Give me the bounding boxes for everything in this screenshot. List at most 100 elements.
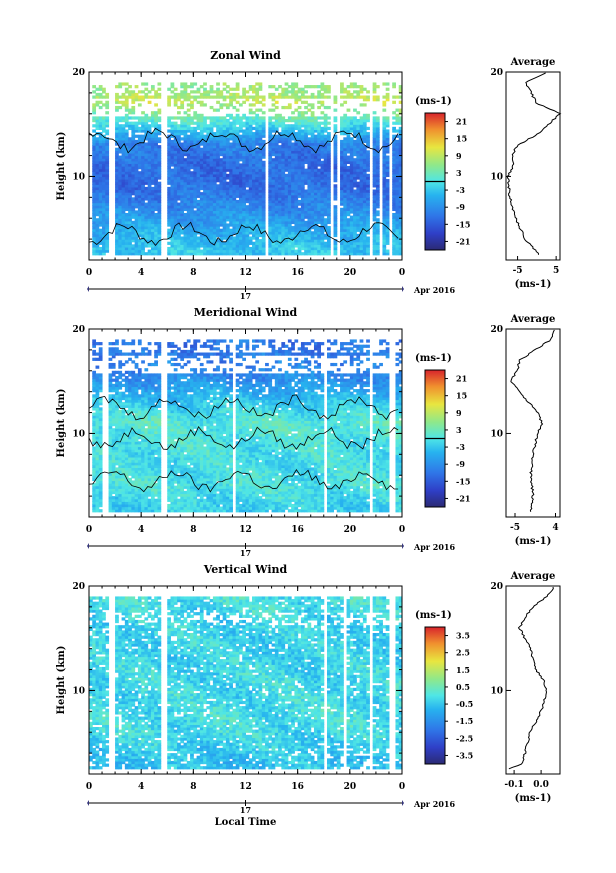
heatmap-cell — [183, 158, 188, 162]
heatmap-cell — [392, 126, 396, 131]
heatmap-cell — [180, 194, 185, 198]
heatmap-cell — [186, 121, 191, 125]
heatmap-cell — [115, 244, 119, 248]
heatmap-cell — [131, 98, 136, 102]
heatmap-cell — [157, 87, 162, 91]
heatmap-cell — [300, 111, 305, 115]
heatmap-cell — [183, 197, 188, 201]
heatmap-cell — [131, 239, 136, 243]
heatmap-cell — [102, 231, 106, 235]
heatmap-cell — [150, 228, 155, 232]
heatmap-cell — [95, 95, 100, 99]
heatmap-cell — [118, 241, 123, 245]
heatmap-cell — [115, 231, 119, 235]
heatmap-cell — [92, 446, 97, 450]
heatmap-cell — [98, 142, 103, 146]
heatmap-cell — [92, 152, 97, 157]
heatmap-cell — [105, 218, 110, 222]
heatmap-cell — [186, 155, 191, 159]
heatmap-cell — [98, 233, 103, 238]
heatmap-cell — [124, 134, 129, 138]
heatmap-cell — [121, 139, 126, 144]
heatmap-cell — [147, 119, 152, 123]
heatmap-cell — [115, 205, 119, 209]
heatmap-cell — [157, 218, 162, 222]
heatmap-cell — [124, 189, 129, 193]
heatmap-cell — [229, 142, 233, 146]
heatmap-cell — [121, 199, 126, 204]
heatmap-cell — [186, 189, 191, 193]
heatmap-cell — [95, 213, 100, 217]
heatmap-cell — [392, 213, 396, 217]
heatmap-cell — [147, 249, 152, 253]
heatmap-cell — [193, 145, 198, 149]
heatmap-cell — [154, 150, 158, 154]
heatmap-cell — [170, 95, 175, 99]
heatmap-cell — [173, 142, 178, 146]
heatmap-cell — [353, 158, 357, 162]
heatmap-cell — [141, 179, 145, 183]
heatmap-cell — [134, 223, 139, 227]
heatmap-cell — [115, 105, 119, 110]
heatmap-cell — [137, 139, 142, 144]
heatmap-cell — [134, 246, 139, 251]
heatmap-cell — [92, 226, 97, 230]
heatmap-cell — [134, 179, 139, 183]
heatmap-cell — [150, 218, 155, 222]
heatmap-cell — [206, 181, 211, 185]
heatmap-cell — [124, 236, 129, 240]
heatmap-cell — [128, 163, 132, 167]
heatmap-cell — [173, 176, 178, 180]
heatmap-cell — [193, 184, 198, 188]
heatmap-cell — [375, 85, 380, 89]
heatmap-cell — [186, 249, 191, 253]
heatmap-cell — [180, 121, 185, 125]
heatmap-cell — [134, 215, 139, 219]
profile-frame — [505, 71, 561, 261]
heatmap-cell — [131, 92, 136, 97]
heatmap-cell — [121, 155, 126, 159]
heatmap-cell — [291, 142, 295, 146]
heatmap-cell — [372, 82, 377, 86]
heatmap-cell — [98, 176, 103, 180]
heatmap-cell — [124, 192, 129, 196]
heatmap-cell — [157, 132, 162, 136]
heatmap-cell — [196, 126, 201, 131]
heatmap-cell — [212, 116, 217, 120]
heatmap-cell — [177, 176, 181, 180]
heatmap-cell — [186, 150, 191, 154]
heatmap-cell — [196, 145, 201, 149]
heatmap-cell — [131, 231, 136, 235]
heatmap-cell — [395, 139, 400, 144]
heatmap-cell — [115, 134, 119, 138]
x-tick-label: 8 — [190, 268, 196, 278]
heatmap-cell — [173, 218, 178, 222]
heatmap-cell — [167, 137, 172, 141]
heatmap-cell — [154, 244, 158, 248]
heatmap-cell — [154, 199, 158, 204]
heatmap-cell — [177, 111, 181, 115]
heatmap-cell — [167, 213, 172, 217]
heatmap-cell — [186, 92, 191, 97]
heatmap-cell — [173, 129, 178, 133]
heatmap-cell — [180, 215, 185, 219]
heatmap-cell — [157, 147, 162, 151]
heatmap-cell — [203, 129, 207, 133]
heatmap-cell — [157, 181, 162, 185]
heatmap-cell — [258, 82, 263, 86]
heatmap-cell — [313, 95, 318, 99]
heatmap-cell — [128, 194, 132, 198]
heatmap-cell — [180, 241, 185, 245]
heatmap-cell — [150, 134, 155, 138]
heatmap-cell — [137, 202, 142, 206]
heatmap-cell — [157, 199, 162, 204]
heatmap-cell — [297, 105, 302, 110]
heatmap-cell — [154, 249, 158, 253]
heatmap-cell — [196, 166, 201, 170]
heatmap-cell — [206, 176, 211, 180]
heatmap-cell — [180, 103, 185, 107]
heatmap-cell — [157, 184, 162, 188]
heatmap-cell — [95, 244, 100, 248]
heatmap-cell — [105, 179, 110, 183]
